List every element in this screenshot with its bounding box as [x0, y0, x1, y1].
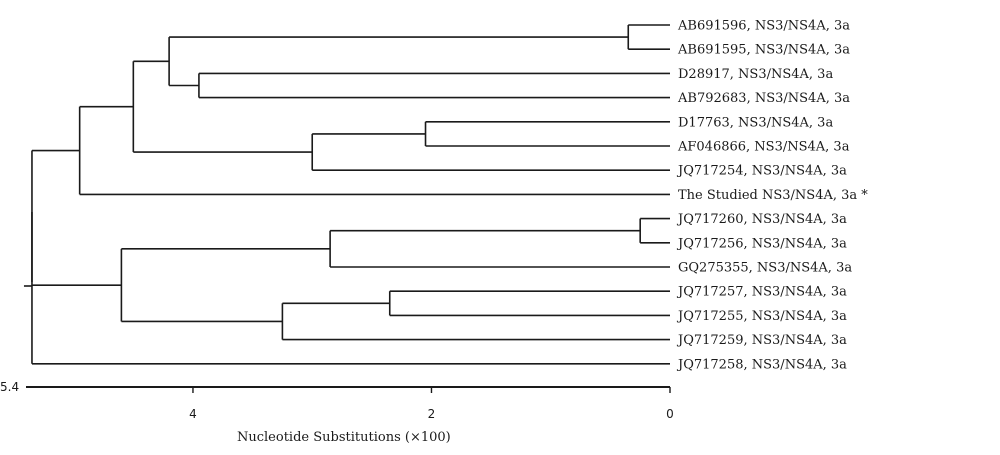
axis-tick-label: 0 — [666, 407, 674, 421]
leaf-label: GQ275355, NS3/NS4A, 3a — [678, 261, 852, 276]
leaf-label: D17763, NS3/NS4A, 3a — [678, 115, 833, 130]
leaf-label: AB792683, NS3/NS4A, 3a — [677, 91, 850, 106]
leaf-label: JQ717257, NS3/NS4A, 3a — [676, 285, 847, 300]
leaf-label: The Studied NS3/NS4A, 3a * — [678, 188, 868, 203]
axis-title: Nucleotide Substitutions (×100) — [237, 430, 451, 445]
leaf-label: JQ717260, NS3/NS4A, 3a — [676, 212, 847, 227]
axis-ticks: 4 2 0 — [189, 387, 674, 421]
tree-branches — [23, 24, 670, 365]
leaf-label: AB691595, NS3/NS4A, 3a — [677, 43, 850, 58]
leaf-label: D28917, NS3/NS4A, 3a — [678, 67, 833, 82]
leaf-label: JQ717254, NS3/NS4A, 3a — [676, 164, 847, 179]
leaf-label: JQ717259, NS3/NS4A, 3a — [676, 333, 847, 348]
scale-axis: 5.4 4 2 0 Nucleotide Substitutions (×100) — [0, 380, 674, 445]
leaf-label: JQ717256, NS3/NS4A, 3a — [676, 236, 847, 251]
leaf-labels: AB691596, NS3/NS4A, 3a AB691595, NS3/NS4A… — [676, 19, 868, 373]
leaf-label: JQ717255, NS3/NS4A, 3a — [676, 309, 847, 324]
axis-end-label: 5.4 — [0, 380, 19, 394]
leaf-label: AF046866, NS3/NS4A, 3a — [677, 140, 850, 155]
leaf-label: AB691596, NS3/NS4A, 3a — [677, 19, 850, 34]
leaf-label: JQ717258, NS3/NS4A, 3a — [676, 357, 847, 372]
axis-tick-label: 2 — [428, 407, 436, 421]
axis-tick-label: 4 — [189, 407, 197, 421]
